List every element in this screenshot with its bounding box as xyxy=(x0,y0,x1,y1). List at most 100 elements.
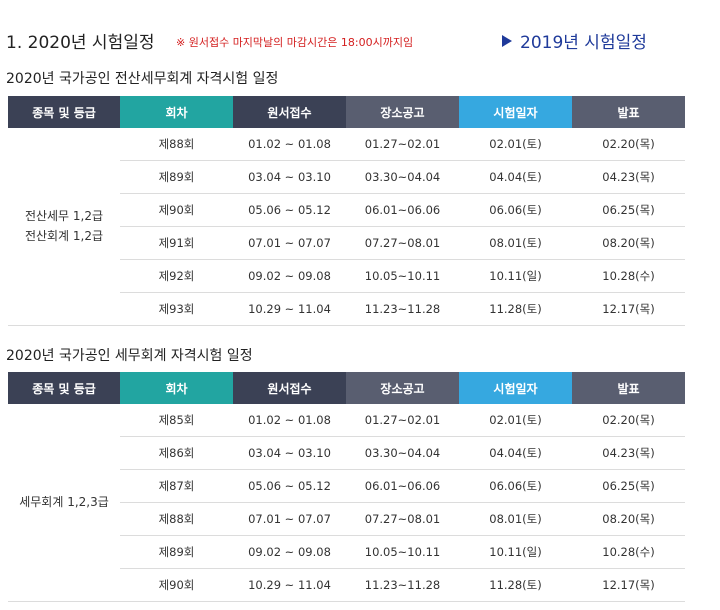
application-cell: 10.29 ~ 11.04 xyxy=(233,568,346,602)
round-cell: 제89회 xyxy=(120,535,233,569)
round-cell: 제88회 xyxy=(120,128,233,161)
announcement-cell: 08.20(목) xyxy=(572,502,685,536)
round-cell: 제92회 xyxy=(120,259,233,293)
table-row: 제88회 07.01 ~ 07.07 07.27~08.01 08.01(토) 08.2… xyxy=(8,502,685,536)
header-round: 회차 xyxy=(120,96,233,128)
table-row: 제90회 10.29 ~ 11.04 11.23~11.28 11.28(토) 12.1… xyxy=(8,568,685,602)
table-row: 제89회 09.02 ~ 09.08 10.05~10.11 10.11(일) 10.2… xyxy=(8,535,685,569)
announcement-cell: 04.23(목) xyxy=(572,160,685,194)
header-exam-date: 시험일자 xyxy=(459,96,572,128)
application-cell: 07.01 ~ 07.07 xyxy=(233,226,346,260)
exam-date-cell: 02.01(토) xyxy=(459,128,572,161)
header-application: 원서접수 xyxy=(233,96,346,128)
exam-date-cell: 08.01(토) xyxy=(459,226,572,260)
exam-date-cell: 06.06(토) xyxy=(459,469,572,503)
round-cell: 제85회 xyxy=(120,404,233,437)
header-round: 회차 xyxy=(120,372,233,404)
section-title-tax-accounting: 2020년 국가공인 세무회계 자격시험 일정 xyxy=(6,348,253,364)
round-cell: 제87회 xyxy=(120,469,233,503)
round-cell: 제89회 xyxy=(120,160,233,194)
application-cell: 03.04 ~ 03.10 xyxy=(233,160,346,194)
application-cell: 10.29 ~ 11.04 xyxy=(233,292,346,326)
venue-cell: 11.23~11.28 xyxy=(346,292,459,326)
application-cell: 05.06 ~ 05.12 xyxy=(233,193,346,227)
table-header-row: 종목 및 등급 회차 원서접수 장소공고 시험일자 발표 xyxy=(8,96,685,128)
venue-cell: 03.30~04.04 xyxy=(346,160,459,194)
application-cell: 09.02 ~ 09.08 xyxy=(233,535,346,569)
exam-date-cell: 08.01(토) xyxy=(459,502,572,536)
header-venue: 장소공고 xyxy=(346,96,459,128)
header-announcement: 발표 xyxy=(572,96,685,128)
announcement-cell: 08.20(목) xyxy=(572,226,685,260)
announcement-cell: 10.28(수) xyxy=(572,535,685,569)
grade-line: 전산세무 1,2급 xyxy=(24,208,104,223)
header-venue: 장소공고 xyxy=(346,372,459,404)
page-header: 1. 2020년 시험일정 ※ 원서접수 마지막날의 마감시간은 18:00시까… xyxy=(6,28,706,54)
header-exam-date: 시험일자 xyxy=(459,372,572,404)
deadline-notice: ※ 원서접수 마지막날의 마감시간은 18:00시까지임 xyxy=(176,36,414,49)
round-cell: 제88회 xyxy=(120,502,233,536)
section-title-computerized: 2020년 국가공인 전산세무회계 자격시험 일정 xyxy=(6,71,279,87)
exam-date-cell: 11.28(토) xyxy=(459,568,572,602)
venue-cell: 06.01~06.06 xyxy=(346,469,459,503)
grade-line: 전산회계 1,2급 xyxy=(24,228,104,243)
header-grade: 종목 및 등급 xyxy=(8,96,120,128)
announcement-cell: 02.20(목) xyxy=(572,404,685,437)
venue-cell: 10.05~10.11 xyxy=(346,259,459,293)
table-row: 제86회 03.04 ~ 03.10 03.30~04.04 04.04(토) 04.2… xyxy=(8,436,685,470)
round-cell: 제90회 xyxy=(120,568,233,602)
round-cell: 제91회 xyxy=(120,226,233,260)
schedule-2019-link[interactable]: 2019년 시험일정 xyxy=(502,28,647,53)
venue-cell: 11.23~11.28 xyxy=(346,568,459,602)
venue-cell: 06.01~06.06 xyxy=(346,193,459,227)
header-grade: 종목 및 등급 xyxy=(8,372,120,404)
exam-date-cell: 02.01(토) xyxy=(459,404,572,437)
round-cell: 제86회 xyxy=(120,436,233,470)
table-row: 세무회계 1,2,3급 제85회 01.02 ~ 01.08 01.27~02.01 0… xyxy=(8,404,685,602)
application-cell: 07.01 ~ 07.07 xyxy=(233,502,346,536)
table-row: 제90회 05.06 ~ 05.12 06.01~06.06 06.06(토) 06.2… xyxy=(8,193,685,227)
announcement-cell: 06.25(목) xyxy=(572,193,685,227)
venue-cell: 10.05~10.11 xyxy=(346,535,459,569)
application-cell: 01.02 ~ 01.08 xyxy=(233,404,346,437)
venue-cell: 03.30~04.04 xyxy=(346,436,459,470)
announcement-cell: 02.20(목) xyxy=(572,128,685,161)
schedule-2019-link-label: 2019년 시험일정 xyxy=(520,33,647,53)
venue-cell: 07.27~08.01 xyxy=(346,226,459,260)
application-cell: 05.06 ~ 05.12 xyxy=(233,469,346,503)
exam-date-cell: 04.04(토) xyxy=(459,436,572,470)
application-cell: 01.02 ~ 01.08 xyxy=(233,128,346,161)
venue-cell: 01.27~02.01 xyxy=(346,128,459,161)
triangle-right-icon xyxy=(502,35,512,47)
table-row: 제89회 03.04 ~ 03.10 03.30~04.04 04.04(토) 04.2… xyxy=(8,160,685,194)
announcement-cell: 12.17(목) xyxy=(572,568,685,602)
header-application: 원서접수 xyxy=(233,372,346,404)
schedule-table-tax-accounting: 종목 및 등급 회차 원서접수 장소공고 시험일자 발표 세무회계 1,2,3급 제85회 01… xyxy=(8,372,685,602)
announcement-cell: 12.17(목) xyxy=(572,292,685,326)
round-cell: 제90회 xyxy=(120,193,233,227)
table-row: 제91회 07.01 ~ 07.07 07.27~08.01 08.01(토) 08.2… xyxy=(8,226,685,260)
application-cell: 03.04 ~ 03.10 xyxy=(233,436,346,470)
exam-date-cell: 10.11(일) xyxy=(459,535,572,569)
venue-cell: 07.27~08.01 xyxy=(346,502,459,536)
announcement-cell: 10.28(수) xyxy=(572,259,685,293)
table-row: 전산세무 1,2급 전산회계 1,2급 제88회 01.02 ~ 01.08 01.27… xyxy=(8,128,685,326)
announcement-cell: 04.23(목) xyxy=(572,436,685,470)
table-row: 제92회 09.02 ~ 09.08 10.05~10.11 10.11(일) 10.2… xyxy=(8,259,685,293)
announcement-cell: 06.25(목) xyxy=(572,469,685,503)
page-title: 1. 2020년 시험일정 xyxy=(6,33,155,53)
venue-cell: 01.27~02.01 xyxy=(346,404,459,437)
table-row: 제87회 05.06 ~ 05.12 06.01~06.06 06.06(토) 06.2… xyxy=(8,469,685,503)
round-cell: 제93회 xyxy=(120,292,233,326)
exam-date-cell: 11.28(토) xyxy=(459,292,572,326)
exam-date-cell: 04.04(토) xyxy=(459,160,572,194)
table-header-row: 종목 및 등급 회차 원서접수 장소공고 시험일자 발표 xyxy=(8,372,685,404)
application-cell: 09.02 ~ 09.08 xyxy=(233,259,346,293)
header-announcement: 발표 xyxy=(572,372,685,404)
grade-line: 세무회계 1,2,3급 xyxy=(19,494,109,509)
table-row: 제93회 10.29 ~ 11.04 11.23~11.28 11.28(토) 12.1… xyxy=(8,292,685,326)
exam-date-cell: 10.11(일) xyxy=(459,259,572,293)
exam-date-cell: 06.06(토) xyxy=(459,193,572,227)
